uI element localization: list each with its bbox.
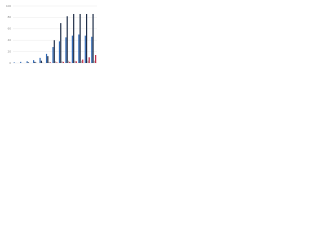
bar <box>35 62 37 63</box>
bar <box>42 62 44 63</box>
bar <box>49 62 51 63</box>
bar <box>53 40 55 63</box>
bar <box>39 57 41 63</box>
bar <box>87 60 89 63</box>
bar <box>82 59 84 63</box>
y-tick-label: 20 <box>8 49 12 53</box>
bar <box>79 13 81 63</box>
bar <box>47 56 49 63</box>
bar <box>92 13 94 63</box>
bar <box>26 61 28 63</box>
bar <box>75 61 77 63</box>
y-tick-label: 40 <box>8 38 12 42</box>
y-tick-label: 100 <box>6 4 11 8</box>
bar <box>65 37 67 63</box>
bar <box>27 62 30 63</box>
bar <box>88 57 90 63</box>
bar <box>93 60 95 63</box>
bar <box>61 61 63 63</box>
bar <box>78 34 80 63</box>
y-tick-label: 60 <box>8 27 12 31</box>
bar <box>40 60 42 63</box>
bar <box>58 41 61 63</box>
bar <box>45 53 48 63</box>
bar <box>20 61 22 63</box>
bar <box>52 47 54 63</box>
bar <box>84 35 86 63</box>
bar <box>91 36 93 63</box>
bar <box>48 61 50 63</box>
bar <box>33 60 35 63</box>
bar <box>71 35 73 63</box>
y-tick-label: 0 <box>9 61 11 65</box>
bar <box>62 61 64 63</box>
bar <box>95 55 97 63</box>
bar <box>80 60 83 63</box>
bar <box>34 61 36 63</box>
bar <box>69 61 71 63</box>
bar <box>74 60 76 63</box>
bar <box>86 13 88 63</box>
bar <box>56 62 58 63</box>
bar <box>13 62 15 63</box>
bar <box>55 61 57 63</box>
bar <box>67 60 70 63</box>
bar <box>73 13 75 63</box>
chart: 0 20 40 60 80 100 <box>6 4 97 65</box>
bar <box>66 16 68 63</box>
bar <box>60 23 62 64</box>
y-tick-label: 80 <box>8 15 12 19</box>
